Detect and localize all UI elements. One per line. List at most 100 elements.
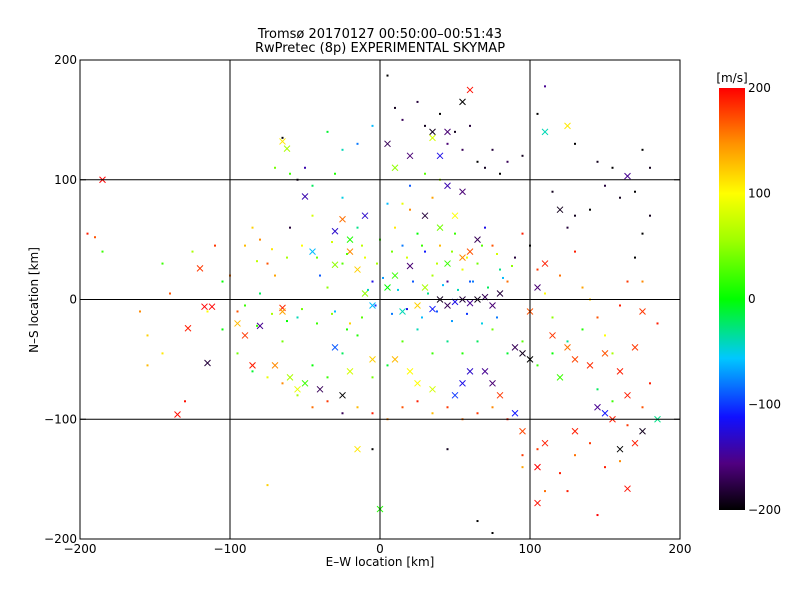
data-point-dot xyxy=(446,340,449,343)
data-point-dot xyxy=(641,148,644,151)
y-tick-label: −100 xyxy=(44,412,77,426)
y-tick-label: 200 xyxy=(54,53,77,67)
data-point-dot xyxy=(412,280,414,283)
data-point-dot xyxy=(431,412,434,415)
data-point-cross xyxy=(519,427,526,435)
data-point-dot xyxy=(326,400,329,403)
data-point-cross xyxy=(459,98,466,106)
data-point-dot xyxy=(311,214,314,217)
data-point-cross xyxy=(283,145,291,152)
data-point-cross xyxy=(564,122,571,130)
data-point-cross xyxy=(406,367,414,375)
data-point-dot xyxy=(256,260,258,263)
data-point-dot xyxy=(139,310,141,313)
chart-title-line1: Tromsø 20170127 00:50:00–00:51:43 xyxy=(257,27,502,42)
data-point-cross xyxy=(631,344,639,351)
data-point-dot xyxy=(446,406,449,409)
y-axis-label: N–S location [km] xyxy=(27,247,41,353)
data-point-dot xyxy=(521,466,524,469)
data-point-dot xyxy=(544,490,546,493)
data-point-dot xyxy=(256,324,258,327)
data-point-dot xyxy=(371,448,374,451)
data-point-dot xyxy=(421,316,423,319)
data-point-cross xyxy=(519,350,526,357)
data-point-dot xyxy=(511,264,513,267)
y-tick-label: 100 xyxy=(54,173,77,187)
data-point-dot xyxy=(271,248,273,251)
data-point-dot xyxy=(409,184,411,187)
data-point-cross xyxy=(346,367,354,375)
data-point-dot xyxy=(502,276,504,279)
data-point-cross xyxy=(391,272,399,279)
data-point-dot xyxy=(431,196,434,199)
data-point-dot xyxy=(506,352,509,355)
data-point-dot xyxy=(259,238,261,241)
data-point-dot xyxy=(656,322,659,325)
data-point-dot xyxy=(214,244,216,247)
data-point-cross xyxy=(286,373,294,381)
x-tick-label: −100 xyxy=(214,542,247,556)
data-point-dot xyxy=(236,352,239,355)
data-point-dot xyxy=(334,310,336,313)
data-point-dot xyxy=(521,340,524,343)
data-point-dot xyxy=(574,214,576,217)
chart-title-line2: RwPretec (8p) EXPERIMENTAL SKYMAP xyxy=(255,41,505,56)
data-point-dot xyxy=(611,352,614,355)
colorbar-tick-label: 0 xyxy=(748,292,756,306)
data-point-dot xyxy=(221,328,224,331)
data-point-dot xyxy=(146,334,149,337)
data-point-cross xyxy=(564,344,571,351)
data-point-cross xyxy=(556,373,564,381)
data-point-dot xyxy=(401,202,404,205)
data-point-dot xyxy=(326,376,329,379)
data-point-dot xyxy=(371,376,374,379)
data-point-dot xyxy=(491,148,494,151)
data-point-cross xyxy=(301,379,309,387)
data-point-cross xyxy=(444,260,451,267)
data-point-dot xyxy=(86,232,89,235)
data-point-dot xyxy=(461,148,464,151)
data-point-cross xyxy=(624,485,631,493)
data-point-cross xyxy=(541,439,549,447)
data-point-dot xyxy=(274,274,276,277)
data-point-cross xyxy=(474,236,481,243)
colorbar-label: [m/s] xyxy=(716,71,747,85)
data-point-dot xyxy=(491,244,494,247)
y-axis-ticks: −200 −100 0 100 200 xyxy=(44,53,680,546)
data-point-dot xyxy=(386,74,389,77)
data-point-cross xyxy=(339,391,346,399)
data-point-cross xyxy=(496,391,504,399)
data-point-dot xyxy=(346,252,348,255)
data-point-dot xyxy=(161,262,164,265)
data-point-cross xyxy=(421,212,429,220)
data-point-cross xyxy=(631,439,639,447)
data-point-dot xyxy=(356,334,359,337)
data-point-dot xyxy=(481,244,483,247)
data-point-dot xyxy=(476,412,479,415)
data-point-dot xyxy=(596,388,599,391)
data-point-dot xyxy=(356,406,359,409)
data-point-dot xyxy=(566,490,569,493)
data-point-dot xyxy=(566,226,569,229)
data-point-dot xyxy=(454,130,456,133)
data-point-dot xyxy=(649,382,651,385)
colorbar: [m/s] 200 100 0 −100 −200 xyxy=(716,71,781,517)
data-point-cross xyxy=(331,344,339,351)
data-point-dot xyxy=(367,288,369,291)
data-point-dot xyxy=(641,232,644,235)
data-point-dot xyxy=(487,286,489,289)
data-point-cross xyxy=(301,193,309,200)
data-point-dot xyxy=(341,352,344,355)
data-point-dot xyxy=(161,352,164,355)
data-point-dot xyxy=(301,308,303,311)
data-point-cross xyxy=(339,215,346,223)
data-point-dot xyxy=(341,196,344,199)
data-point-dot xyxy=(431,274,434,277)
data-point-dot xyxy=(281,382,284,385)
data-point-dot xyxy=(544,85,546,88)
data-point-dot xyxy=(251,370,254,373)
data-point-dot xyxy=(641,406,644,409)
x-tick-label: 200 xyxy=(669,542,692,556)
data-point-dot xyxy=(476,262,479,265)
data-point-cross xyxy=(466,248,474,255)
